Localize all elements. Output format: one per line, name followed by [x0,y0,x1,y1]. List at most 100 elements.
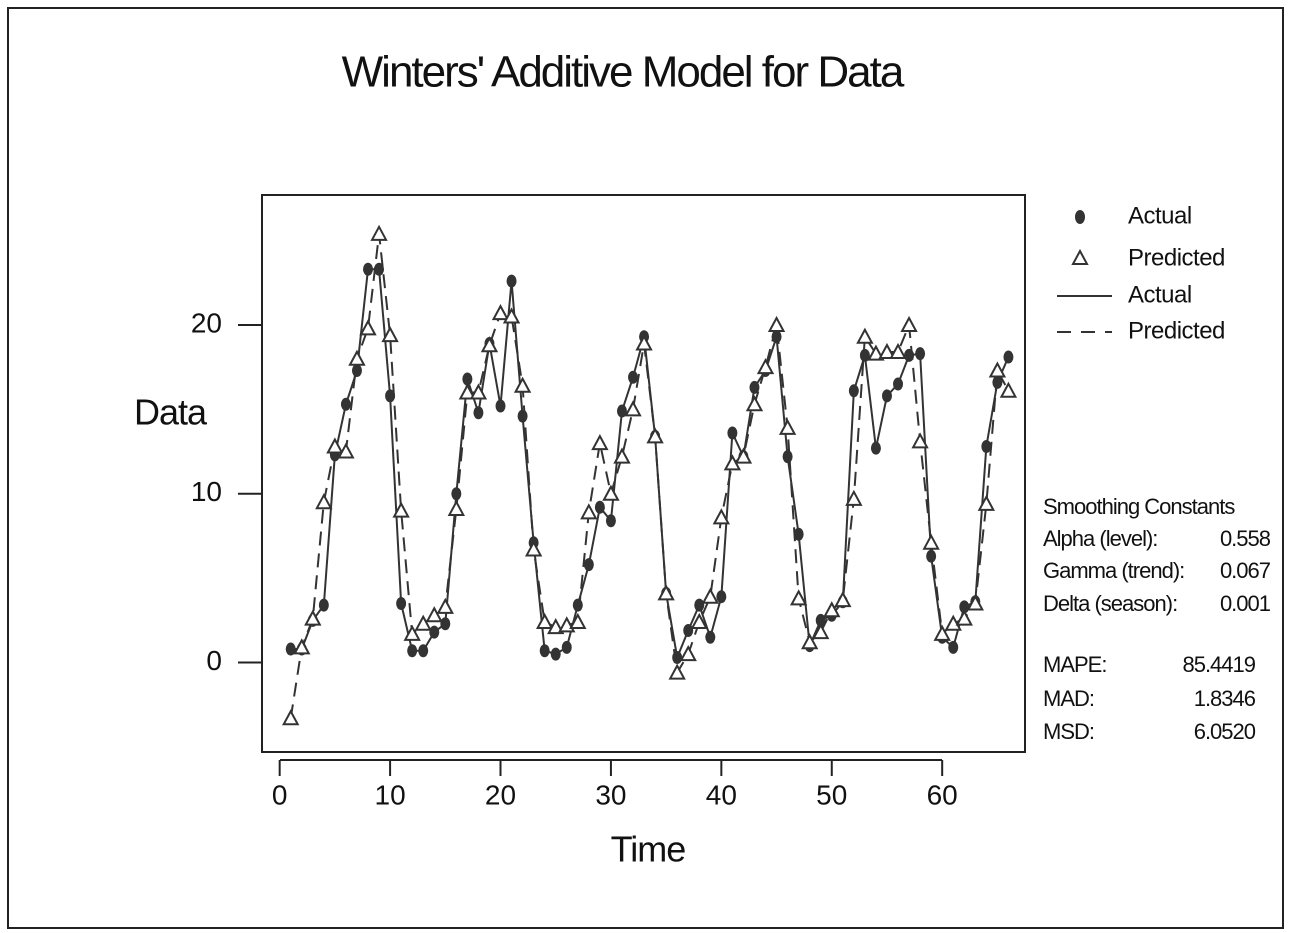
point-triangle [458,383,477,400]
point-dot [561,640,572,654]
x-tick-label: 40 [706,779,737,810]
point-triangle [789,589,808,606]
point-triangle [348,349,366,366]
point-triangle [778,418,797,435]
point-dot [473,406,484,420]
point-triangle [999,381,1018,398]
point-triangle [767,315,786,332]
point-dot [881,389,892,403]
point-dot [517,409,528,423]
x-tick-label: 20 [485,779,516,810]
point-dot [418,644,429,658]
point-triangle [502,307,521,324]
point-dot [672,650,683,664]
stat-label: Gamma (trend): [1043,558,1184,583]
point-triangle [657,584,675,601]
point-triangle [524,540,543,557]
point-triangle [646,427,664,444]
stat-value: 0.001 [1220,591,1271,616]
point-dot [926,549,937,563]
point-triangle [326,437,344,454]
point-triangle [480,336,499,353]
point-dot [694,598,705,612]
y-axis-label: Data [134,392,208,433]
point-dot [351,364,362,378]
point-dot [285,642,296,656]
point-dot [683,623,694,637]
point-triangle [304,609,322,626]
point-triangle [955,609,973,626]
point-dot [948,640,959,654]
legend-label: Actual [1128,202,1192,229]
y-tick-label: 10 [191,476,222,507]
point-dot [440,617,451,631]
point-dot [771,330,782,344]
y-tick-label: 0 [206,645,222,676]
point-dot [793,527,804,541]
chart-title: Winters' Additive Model for Data [342,48,905,97]
stat-label: Alpha (level): [1043,526,1157,551]
point-triangle [889,342,907,359]
point-dot [451,487,462,501]
point-triangle [701,587,719,604]
point-dot [550,647,561,661]
x-tick-label: 10 [375,779,406,810]
point-triangle [988,361,1007,378]
point-dot [495,399,506,413]
point-triangle [867,344,885,361]
point-dot [605,514,616,528]
point-triangle [282,709,300,726]
point-triangle [337,442,355,459]
point-dot [848,384,859,398]
legend-label: Predicted [1128,244,1225,271]
point-triangle [635,334,653,351]
point-triangle [734,447,753,464]
point-dot [749,380,760,394]
point-triangle [425,606,443,623]
point-triangle [812,623,830,640]
point-dot [716,590,727,604]
point-dot [992,375,1003,389]
stats-heading: Smoothing Constants [1043,494,1235,519]
x-tick-label: 0 [272,779,288,810]
frame [7,7,1284,929]
point-triangle [315,493,333,510]
point-dot [429,625,440,639]
point-triangle [878,342,896,359]
stat-label: Delta (season): [1043,591,1177,616]
x-axis-label: Time [611,829,686,870]
point-triangle [823,601,841,618]
point-dot [363,262,374,276]
point-triangle [359,319,377,336]
point-triangle [856,327,874,344]
point-triangle [944,614,962,631]
point-triangle [414,614,432,631]
point-triangle [591,434,609,451]
point-dot [462,372,473,386]
x-tick-label: 30 [595,779,626,810]
point-triangle [491,304,510,321]
point-dot [340,397,351,411]
legend-triangle [1071,248,1089,265]
stat-value: 0.558 [1220,526,1271,551]
plot-box [261,194,1026,753]
point-triangle [447,499,466,516]
point-dot [1003,350,1014,364]
point-triangle [712,508,731,525]
stat-value: 0.067 [1220,558,1271,583]
point-dot [727,426,738,440]
point-dot [915,347,926,361]
point-dot [572,598,583,612]
point-triangle [624,400,642,417]
legend-label: Actual [1128,281,1192,308]
point-triangle [834,590,852,608]
stat-label: MAD: [1043,686,1094,711]
point-triangle [381,325,399,343]
point-triangle [403,624,421,641]
point-dot [904,348,915,362]
point-triangle [977,494,996,511]
point-dot [628,370,639,384]
point-dot [981,439,992,453]
point-triangle [535,612,554,630]
